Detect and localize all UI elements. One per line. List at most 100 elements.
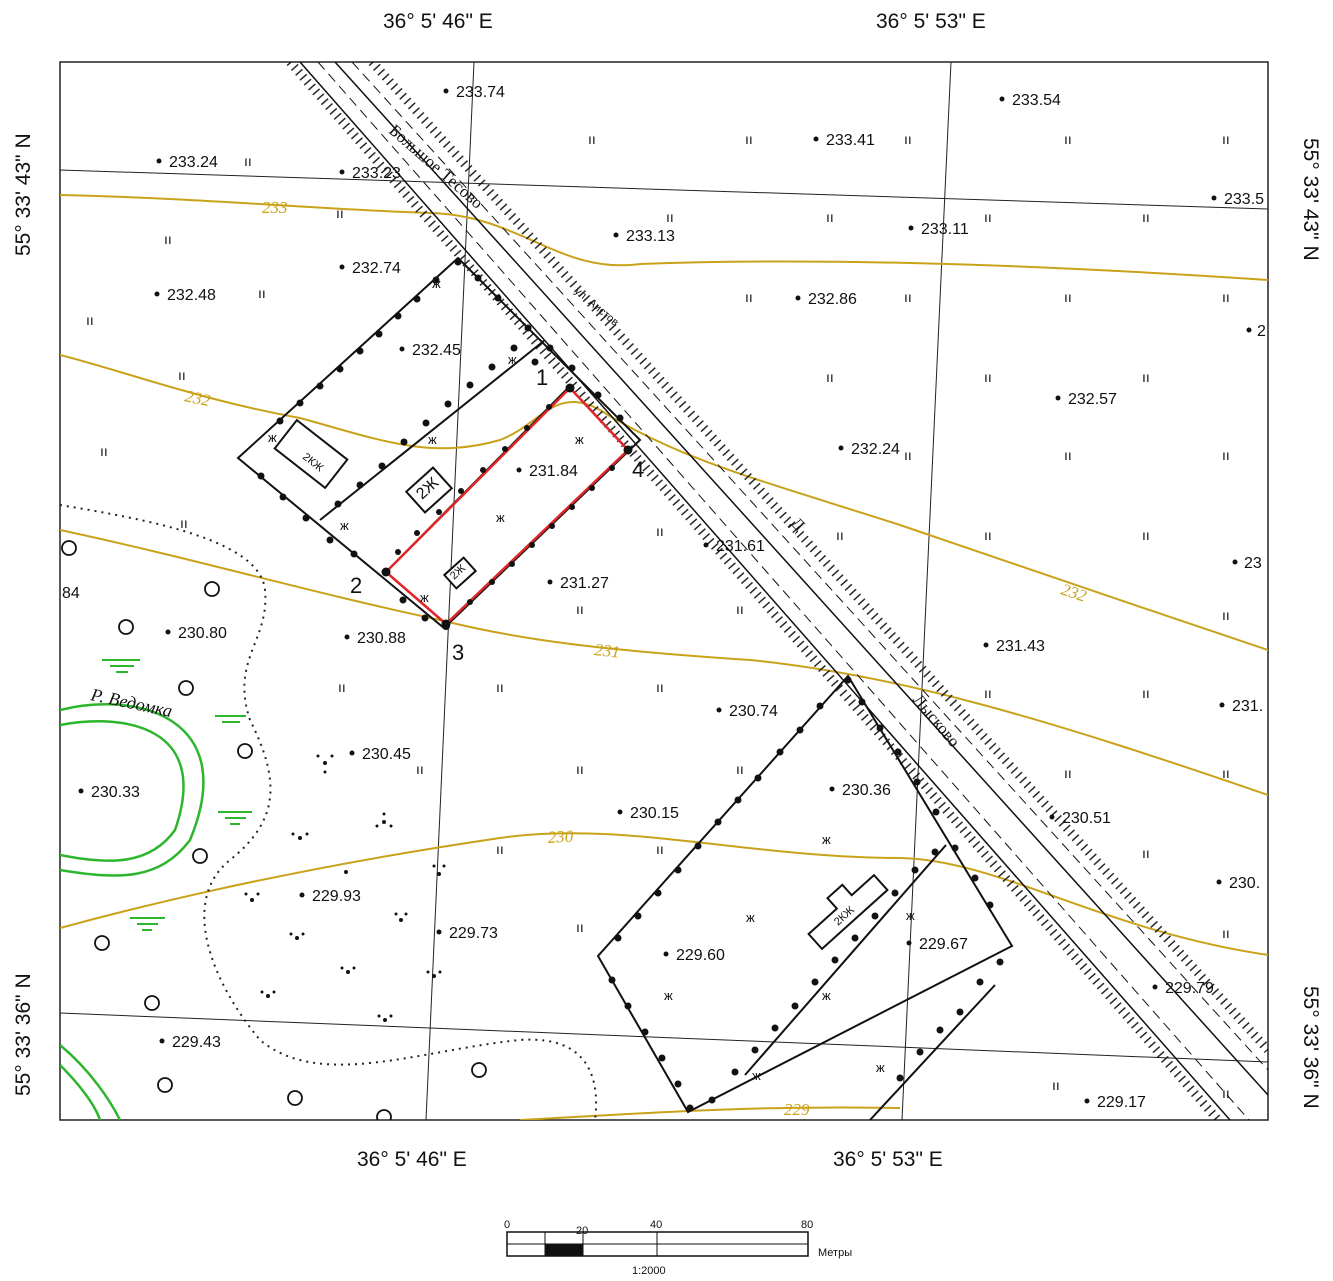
- svg-text:ж: ж: [752, 1068, 761, 1083]
- elevation-label: 229.43: [172, 1034, 221, 1051]
- elevation-label: 230.80: [178, 625, 227, 642]
- contour-label: 230: [547, 827, 574, 847]
- svg-text:ж: ж: [340, 518, 349, 533]
- elevation-label: 232.57: [1068, 391, 1117, 408]
- svg-text:ıı: ıı: [1064, 765, 1072, 781]
- grass-symbols: ıı ıı ıı ıı ıı ıı ıı ıı ıı ıı ıı ıı ıı ıı ıı ıı ıı ıı ı…: [86, 131, 1230, 1101]
- elevation-label: 232.48: [167, 287, 216, 304]
- svg-text:ж: ж: [906, 908, 915, 923]
- svg-text:ж: ж: [420, 590, 429, 605]
- svg-text:ıı: ıı: [496, 679, 504, 695]
- svg-text:ıı: ıı: [416, 761, 424, 777]
- svg-text:ıı: ıı: [1222, 925, 1230, 941]
- svg-text:ıı: ıı: [576, 601, 584, 617]
- road-letter: Д: [787, 513, 809, 535]
- svg-text:ıı: ıı: [1222, 447, 1230, 463]
- svg-text:ж: ж: [432, 276, 441, 291]
- elevation-label: 229.60: [676, 947, 725, 964]
- parcel-outlines: [236, 256, 1014, 1120]
- elevation-label: 231.: [1232, 698, 1263, 715]
- elevation-label: 84: [62, 585, 80, 602]
- elevation-label: 233.5: [1224, 191, 1264, 208]
- contour-lines: [60, 194, 1268, 1120]
- svg-text:ıı: ıı: [984, 369, 992, 385]
- elevation-label: 230.36: [842, 782, 891, 799]
- elevation-label: 23: [1244, 555, 1262, 572]
- svg-text:ıı: ıı: [1064, 447, 1072, 463]
- svg-text:ıı: ıı: [656, 679, 664, 695]
- svg-text:ıı: ıı: [984, 527, 992, 543]
- svg-text:ıı: ıı: [984, 685, 992, 701]
- svg-text:ıı: ıı: [1222, 607, 1230, 623]
- scale-unit: Метры: [818, 1247, 852, 1259]
- elevation-label: 230.51: [1062, 810, 1111, 827]
- elevation-dots: [78, 88, 1252, 1104]
- shrub-symbols: [244, 754, 446, 1022]
- elevation-label: 233.54: [1012, 92, 1061, 109]
- svg-text:ж: ж: [664, 988, 673, 1003]
- svg-text:ıı: ıı: [1142, 369, 1150, 385]
- svg-text:ж: ж: [428, 432, 437, 447]
- svg-text:ıı: ıı: [736, 601, 744, 617]
- tree-symbols: [61, 540, 487, 1120]
- svg-text:ıı: ıı: [180, 515, 188, 531]
- contour-label: 232: [1059, 580, 1090, 606]
- top-longitude-left: 36° 5' 46" E: [383, 10, 493, 33]
- elevation-label: 230.15: [630, 805, 679, 822]
- svg-text:ıı: ıı: [826, 209, 834, 225]
- svg-text:ıı: ıı: [1064, 289, 1072, 305]
- svg-text:ıı: ıı: [588, 131, 596, 147]
- svg-text:ıı: ıı: [826, 369, 834, 385]
- elevation-label: 233.13: [626, 228, 675, 245]
- river-label: Р. Ведомка: [88, 684, 174, 721]
- road-label-lyskovo: Лысково: [909, 690, 964, 750]
- elevation-label: 231.84: [529, 463, 578, 480]
- parcel-vertex-dots: [257, 258, 1004, 1112]
- elevation-label: 230.33: [91, 784, 140, 801]
- svg-text:ıı: ıı: [904, 131, 912, 147]
- svg-text:ıı: ıı: [1064, 131, 1072, 147]
- scale-ratio: 1:2000: [632, 1265, 666, 1277]
- svg-text:ıı: ıı: [656, 523, 664, 539]
- elevation-label: 229.67: [919, 936, 968, 953]
- svg-text:ıı: ıı: [904, 447, 912, 463]
- street-label: ул. Аистов: [572, 285, 621, 329]
- elevation-label: 233.11: [921, 221, 969, 238]
- top-longitude-right: 36° 5' 53" E: [876, 10, 986, 33]
- svg-text:ıı: ıı: [576, 919, 584, 935]
- elevation-label: 232.45: [412, 342, 461, 359]
- svg-text:ж: ж: [575, 432, 584, 447]
- elevation-label: 233.41: [826, 132, 875, 149]
- elevation-label: 232.74: [352, 260, 401, 277]
- svg-text:ıı: ıı: [666, 209, 674, 225]
- svg-text:ıı: ıı: [984, 209, 992, 225]
- corner-label-4: 4: [632, 457, 644, 482]
- elevation-label: 2: [1257, 323, 1266, 340]
- scale-tick: 80: [801, 1219, 813, 1231]
- scale-bar: 0 20 40 80 Метры 1:2000: [504, 1219, 852, 1277]
- svg-text:ıı: ıı: [338, 679, 346, 695]
- svg-text:ıı: ıı: [1052, 1077, 1060, 1093]
- bottom-longitude-left: 36° 5' 46" E: [357, 1148, 467, 1171]
- svg-text:ıı: ıı: [745, 131, 753, 147]
- svg-text:ıı: ıı: [745, 289, 753, 305]
- elevation-label: 229.73: [449, 925, 498, 942]
- elevation-label: 231.43: [996, 638, 1045, 655]
- elevation-label: 230.74: [729, 703, 778, 720]
- svg-text:ıı: ıı: [1222, 289, 1230, 305]
- elevation-label: 232.24: [851, 441, 900, 458]
- svg-text:ıı: ıı: [656, 841, 664, 857]
- river-banks: [60, 703, 205, 1120]
- highlighted-parcel-dots: [381, 383, 633, 629]
- water-symbols: [102, 659, 252, 931]
- elevation-label: 231.27: [560, 575, 609, 592]
- vegetation-boundary: [60, 504, 598, 1120]
- elevation-label: 229.93: [312, 888, 361, 905]
- svg-text:ıı: ıı: [100, 443, 108, 459]
- svg-text:ıı: ıı: [1142, 209, 1150, 225]
- elevation-label: 231.61: [716, 538, 765, 555]
- svg-text:ж: ж: [496, 510, 505, 525]
- contour-label: 229: [784, 1100, 810, 1119]
- svg-text:ıı: ıı: [164, 231, 172, 247]
